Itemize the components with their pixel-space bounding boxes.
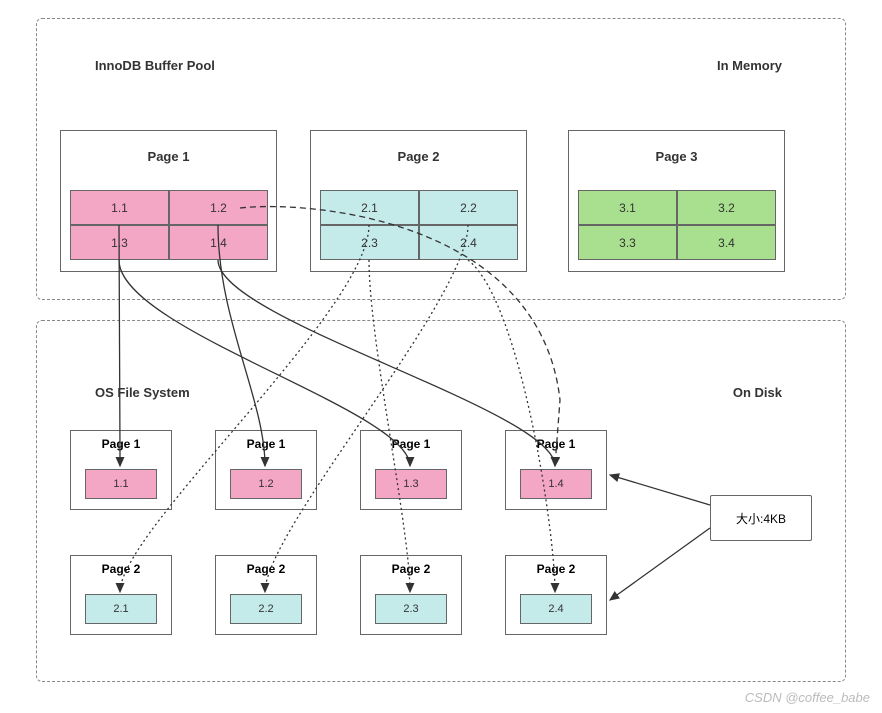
disk-box-title: Page 2: [506, 562, 606, 576]
disk-box-row1-3: Page 1 1.3: [360, 430, 462, 510]
disk-box-row1-4: Page 1 1.4: [505, 430, 607, 510]
memory-title-left: InnoDB Buffer Pool: [95, 58, 215, 73]
memory-page-grid: 2.12.22.32.4: [320, 190, 518, 260]
memory-cell: 2.3: [320, 225, 419, 260]
memory-cell: 3.2: [677, 190, 776, 225]
disk-cell: 1.2: [230, 469, 302, 499]
disk-box-row2-2: Page 2 2.2: [215, 555, 317, 635]
disk-box-title: Page 1: [506, 437, 606, 451]
disk-cell: 2.3: [375, 594, 447, 624]
memory-cell: 2.2: [419, 190, 518, 225]
size-label: 大小:4KB: [736, 510, 786, 527]
disk-cell: 2.1: [85, 594, 157, 624]
memory-cell: 2.1: [320, 190, 419, 225]
disk-cell: 1.3: [375, 469, 447, 499]
disk-title-right: On Disk: [733, 385, 782, 400]
disk-box-title: Page 1: [71, 437, 171, 451]
disk-box-row2-3: Page 2 2.3: [360, 555, 462, 635]
disk-box-row1-2: Page 1 1.2: [215, 430, 317, 510]
memory-cell: 3.4: [677, 225, 776, 260]
disk-box-title: Page 2: [361, 562, 461, 576]
disk-cell: 2.4: [520, 594, 592, 624]
disk-cell: 1.4: [520, 469, 592, 499]
disk-box-row1-1: Page 1 1.1: [70, 430, 172, 510]
disk-box-title: Page 2: [71, 562, 171, 576]
disk-title-left: OS File System: [95, 385, 190, 400]
disk-cell: 2.2: [230, 594, 302, 624]
memory-cell: 1.3: [70, 225, 169, 260]
memory-page-title: Page 1: [61, 149, 276, 164]
disk-box-title: Page 1: [216, 437, 316, 451]
memory-cell: 3.3: [578, 225, 677, 260]
size-box: 大小:4KB: [710, 495, 812, 541]
memory-cell: 1.4: [169, 225, 268, 260]
disk-box-row2-1: Page 2 2.1: [70, 555, 172, 635]
memory-cell: 3.1: [578, 190, 677, 225]
memory-cell: 1.2: [169, 190, 268, 225]
disk-box-title: Page 2: [216, 562, 316, 576]
memory-cell: 1.1: [70, 190, 169, 225]
memory-page-grid: 3.13.23.33.4: [578, 190, 776, 260]
disk-box-title: Page 1: [361, 437, 461, 451]
disk-box-row2-4: Page 2 2.4: [505, 555, 607, 635]
memory-title-right: In Memory: [717, 58, 782, 73]
memory-page-title: Page 3: [569, 149, 784, 164]
watermark: CSDN @coffee_babe: [745, 690, 870, 705]
memory-cell: 2.4: [419, 225, 518, 260]
disk-cell: 1.1: [85, 469, 157, 499]
memory-page-title: Page 2: [311, 149, 526, 164]
memory-page-grid: 1.11.21.31.4: [70, 190, 268, 260]
